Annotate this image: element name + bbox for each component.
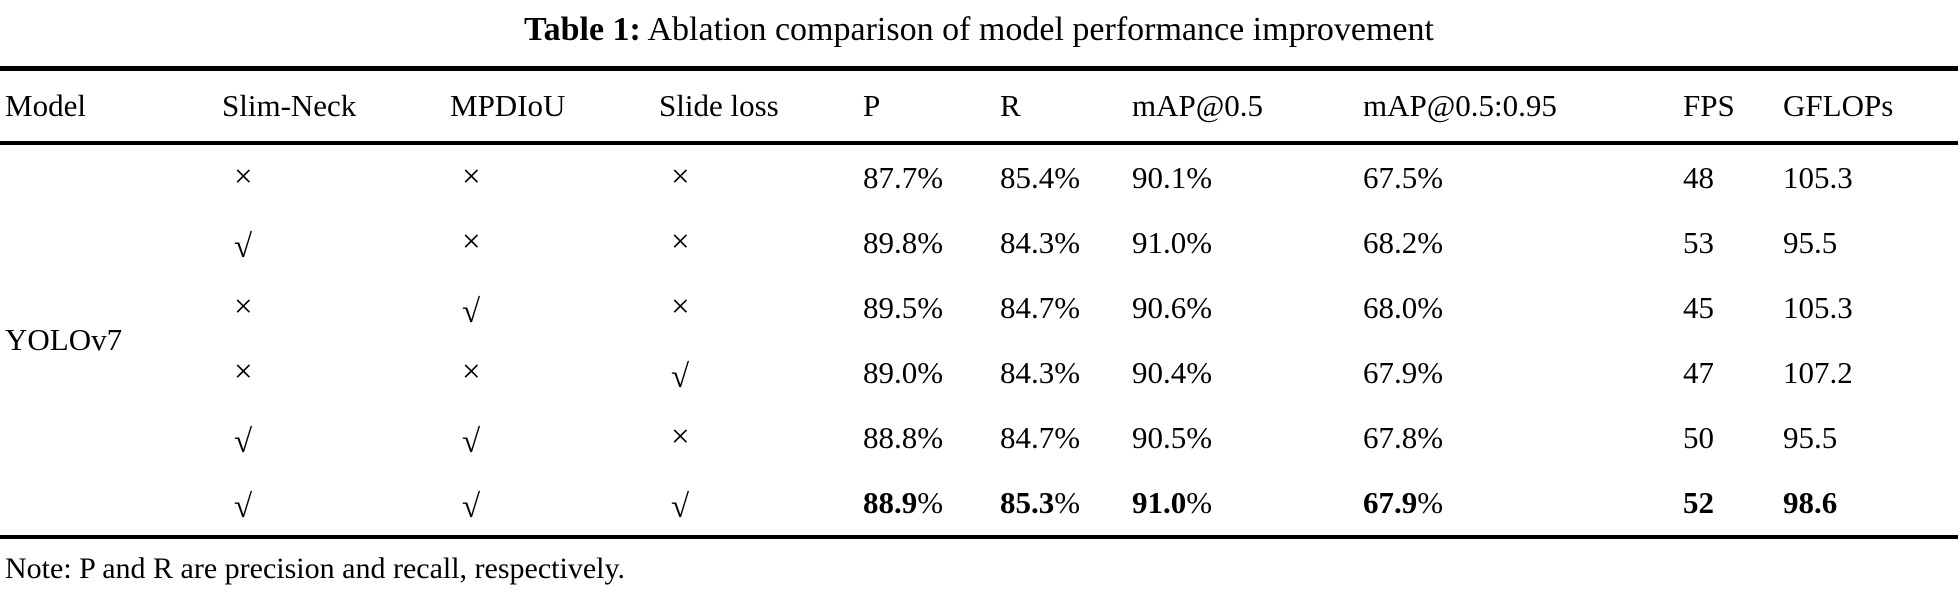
header-row: Model Slim-Neck MPDIoU Slide loss P R mA… (0, 68, 1958, 146)
value-cell-fps: 53 (1683, 224, 1714, 260)
check-mark: √ (462, 424, 481, 461)
value-cell-p: 89.0% (863, 354, 944, 390)
value-cell-fps: 45 (1683, 289, 1714, 325)
value-cell-r: 85.3% (1000, 484, 1081, 520)
value-cell-gflops: 105.3 (1783, 159, 1853, 195)
value-cell-map50: 90.6% (1132, 289, 1213, 325)
column-header-slim-neck: Slim-Neck (222, 68, 450, 146)
column-header-map50-95: mAP@0.5:0.95 (1363, 68, 1683, 146)
table-row: √ √ √ 88.9% 85.3% 91.0% 67.9% 52 98.6 (0, 470, 1958, 537)
table-title-label: Table 1: (524, 11, 641, 48)
cross-mark: × (234, 354, 253, 391)
value-cell-map5095: 67.5% (1363, 159, 1444, 195)
table-row: √ × × 89.8% 84.3% 91.0% 68.2% 53 95.5 (0, 210, 1958, 275)
value-cell-p: 88.8% (863, 419, 944, 455)
column-header-fps: FPS (1683, 68, 1783, 146)
value-cell-r: 84.3% (1000, 354, 1081, 390)
value-cell-p: 87.7% (863, 159, 944, 195)
table-row: YOLOv7 × × × 87.7% 85.4% 90.1% 67.5% 48 105.3 (0, 143, 1958, 357)
check-mark: √ (671, 489, 690, 526)
value-cell-map5095: 67.9% (1363, 354, 1444, 390)
value-cell-gflops: 95.5 (1783, 419, 1838, 455)
column-header-gflops: GFLOPs (1783, 68, 1958, 146)
check-mark: √ (234, 489, 253, 526)
check-mark: √ (462, 489, 481, 526)
value-cell-p: 89.8% (863, 224, 944, 260)
value-cell-fps: 47 (1683, 354, 1714, 390)
column-header-r: R (1000, 68, 1132, 146)
value-cell-map50: 90.4% (1132, 354, 1213, 390)
table-header: Model Slim-Neck MPDIoU Slide loss P R mA… (0, 68, 1958, 146)
column-header-slide-loss: Slide loss (659, 68, 863, 146)
value-cell-fps: 52 (1683, 484, 1714, 520)
check-mark: √ (671, 359, 690, 396)
table-row: × √ × 89.5% 84.7% 90.6% 68.0% 45 105.3 (0, 275, 1958, 340)
cross-mark: × (462, 159, 481, 196)
cross-mark: × (462, 224, 481, 261)
table-title-text: Ablation comparison of model performance… (647, 11, 1434, 48)
cross-mark: × (671, 289, 690, 326)
value-cell-p: 89.5% (863, 289, 944, 325)
value-cell-map5095: 68.0% (1363, 289, 1444, 325)
table-title: Table 1: Ablation comparison of model pe… (0, 8, 1958, 52)
check-mark: √ (234, 424, 253, 461)
value-cell-gflops: 105.3 (1783, 289, 1853, 325)
value-cell-r: 85.4% (1000, 159, 1081, 195)
cross-mark: × (671, 419, 690, 456)
value-cell-map50: 91.0% (1132, 224, 1213, 260)
value-cell-fps: 50 (1683, 419, 1714, 455)
value-cell-fps: 48 (1683, 159, 1714, 195)
value-cell-gflops: 107.2 (1783, 354, 1853, 390)
table-body: YOLOv7 × × × 87.7% 85.4% 90.1% 67.5% 48 105.3 √ × × 8… (0, 143, 1958, 537)
table-row: × × √ 89.0% 84.3% 90.4% 67.9% 47 107.2 (0, 340, 1958, 405)
column-header-p: P (863, 68, 1000, 146)
value-cell-r: 84.7% (1000, 419, 1081, 455)
column-header-mpdiou: MPDIoU (450, 68, 659, 146)
value-cell-gflops: 98.6 (1783, 484, 1838, 520)
value-cell-map50: 90.1% (1132, 159, 1213, 195)
column-header-map50: mAP@0.5 (1132, 68, 1363, 146)
check-mark: √ (462, 294, 481, 331)
column-header-model: Model (0, 68, 222, 146)
cross-mark: × (671, 224, 690, 261)
model-name-cell: YOLOv7 (5, 322, 123, 358)
value-cell-map5095: 68.2% (1363, 224, 1444, 260)
value-cell-map50: 90.5% (1132, 419, 1213, 455)
check-mark: √ (234, 229, 253, 266)
value-cell-r: 84.3% (1000, 224, 1081, 260)
cross-mark: × (462, 354, 481, 391)
cross-mark: × (671, 159, 690, 196)
value-cell-map5095: 67.9% (1363, 484, 1444, 520)
value-cell-map5095: 67.8% (1363, 419, 1444, 455)
cross-mark: × (234, 159, 253, 196)
value-cell-map50: 91.0% (1132, 484, 1213, 520)
value-cell-r: 84.7% (1000, 289, 1081, 325)
cross-mark: × (234, 289, 253, 326)
ablation-table: Model Slim-Neck MPDIoU Slide loss P R mA… (0, 66, 1958, 540)
value-cell-p: 88.9% (863, 484, 944, 520)
table-note: Note: P and R are precision and recall, … (5, 552, 626, 586)
value-cell-gflops: 95.5 (1783, 224, 1838, 260)
table-row: √ √ × 88.8% 84.7% 90.5% 67.8% 50 95.5 (0, 405, 1958, 470)
